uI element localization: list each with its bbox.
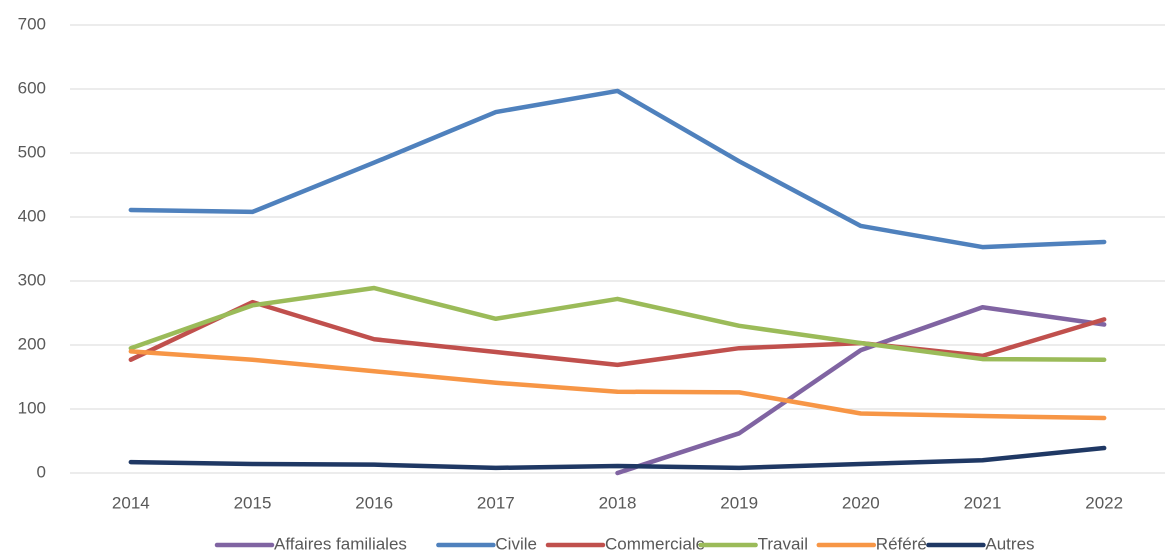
legend-label: Civile (495, 534, 537, 553)
y-tick-label: 300 (18, 270, 46, 289)
x-tick-label: 2016 (355, 493, 393, 512)
legend-label: Affaires familiales (274, 534, 407, 553)
y-tick-label: 0 (37, 462, 46, 481)
y-tick-label: 400 (18, 206, 46, 225)
y-tick-label: 100 (18, 398, 46, 417)
legend-label: Travail (758, 534, 808, 553)
y-tick-label: 500 (18, 142, 46, 161)
y-tick-label: 600 (18, 78, 46, 97)
x-tick-label: 2021 (964, 493, 1002, 512)
x-tick-label: 2018 (599, 493, 637, 512)
y-tick-label: 700 (18, 14, 46, 33)
series-line (128, 445, 1107, 471)
series-line (128, 88, 1107, 250)
y-tick-label: 200 (18, 334, 46, 353)
legend-label: Référé (876, 534, 927, 553)
legend-label: Autres (985, 534, 1034, 553)
x-tick-label: 2019 (720, 493, 758, 512)
series-line (128, 285, 1107, 362)
legend-label: Commerciale (605, 534, 705, 553)
series-line (615, 304, 1107, 476)
x-tick-label: 2017 (477, 493, 515, 512)
series-line (128, 349, 1107, 421)
x-tick-label: 2022 (1085, 493, 1123, 512)
x-tick-label: 2015 (234, 493, 272, 512)
x-tick-label: 2020 (842, 493, 880, 512)
x-tick-label: 2014 (112, 493, 150, 512)
